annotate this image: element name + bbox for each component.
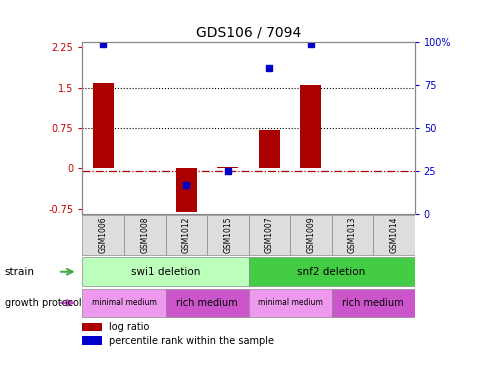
Bar bbox=[372, 215, 414, 255]
Bar bbox=[92, 83, 113, 168]
Text: rich medium: rich medium bbox=[176, 298, 237, 308]
Text: log ratio: log ratio bbox=[109, 322, 149, 332]
Title: GDS106 / 7094: GDS106 / 7094 bbox=[196, 26, 301, 40]
Text: rich medium: rich medium bbox=[342, 298, 403, 308]
Bar bbox=[82, 215, 124, 255]
Bar bbox=[82, 323, 102, 332]
Bar bbox=[300, 85, 320, 168]
Bar bbox=[289, 215, 331, 255]
Text: percentile rank within the sample: percentile rank within the sample bbox=[109, 336, 273, 346]
Bar bbox=[82, 257, 248, 286]
Text: minimal medium: minimal medium bbox=[257, 298, 322, 307]
Bar bbox=[331, 215, 372, 255]
Text: swi1 deletion: swi1 deletion bbox=[131, 267, 200, 277]
Text: GSM1013: GSM1013 bbox=[347, 217, 356, 253]
Bar bbox=[176, 168, 196, 213]
Text: GSM1006: GSM1006 bbox=[99, 217, 107, 254]
Bar bbox=[124, 215, 165, 255]
Bar bbox=[258, 130, 279, 168]
Bar bbox=[165, 215, 207, 255]
Text: GSM1007: GSM1007 bbox=[264, 217, 273, 254]
Bar bbox=[82, 288, 165, 317]
Text: strain: strain bbox=[5, 267, 35, 277]
Text: GSM1015: GSM1015 bbox=[223, 217, 232, 253]
Bar bbox=[165, 288, 248, 317]
Bar bbox=[248, 288, 331, 317]
Bar bbox=[331, 288, 414, 317]
Bar bbox=[248, 215, 289, 255]
Text: minimal medium: minimal medium bbox=[91, 298, 156, 307]
Bar bbox=[82, 336, 102, 345]
Text: GSM1008: GSM1008 bbox=[140, 217, 149, 253]
Bar bbox=[207, 215, 248, 255]
Text: GSM1014: GSM1014 bbox=[389, 217, 397, 253]
Text: snf2 deletion: snf2 deletion bbox=[297, 267, 365, 277]
Text: growth protocol: growth protocol bbox=[5, 298, 81, 308]
Bar bbox=[248, 257, 414, 286]
Bar bbox=[217, 167, 238, 168]
Text: GSM1009: GSM1009 bbox=[306, 217, 315, 254]
Text: GSM1012: GSM1012 bbox=[182, 217, 190, 253]
